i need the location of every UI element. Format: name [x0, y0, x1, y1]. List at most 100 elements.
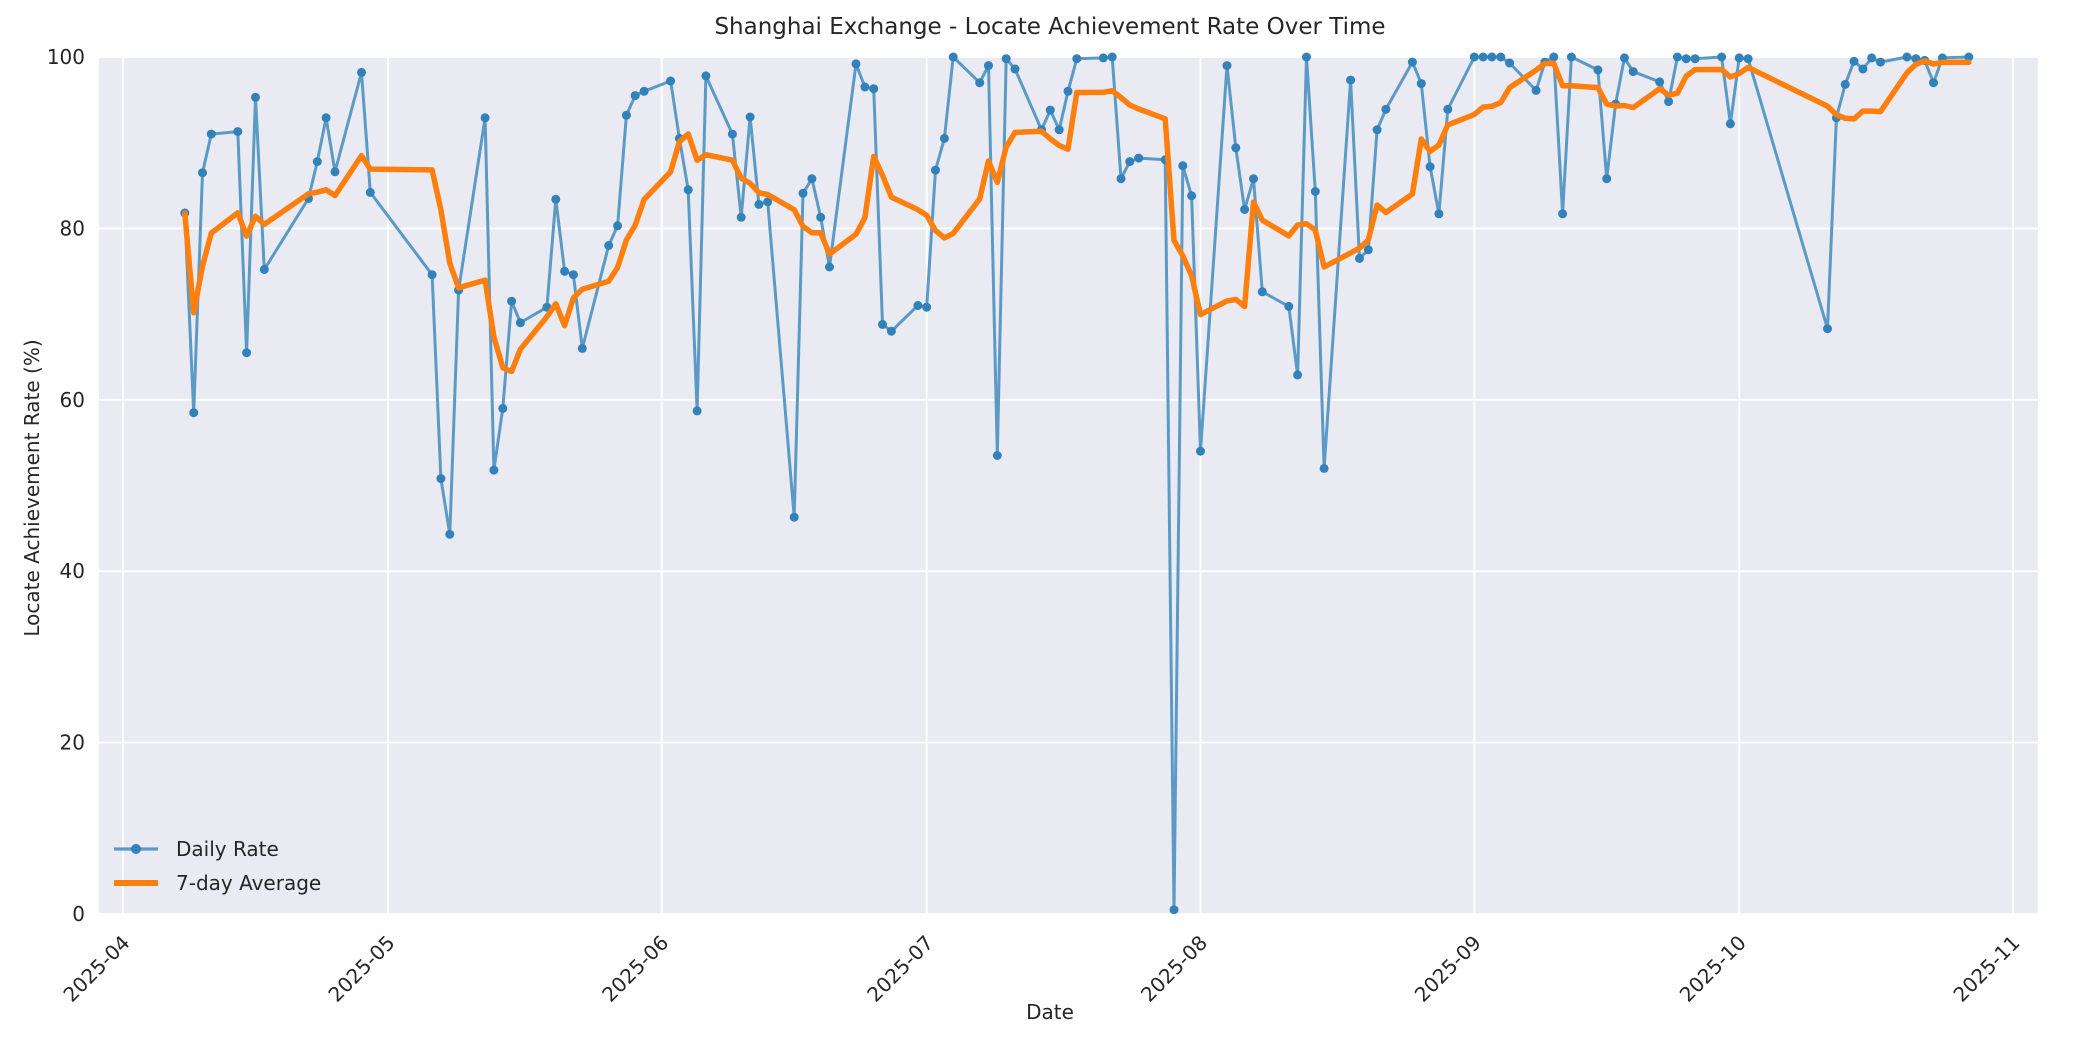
average-line-icon: [114, 880, 158, 886]
data-point-marker: [1549, 52, 1559, 62]
legend-item-7day-average: 7-day Average: [112, 870, 321, 896]
data-point-marker: [189, 408, 199, 418]
data-point-marker: [1134, 153, 1144, 163]
data-point-marker: [1187, 191, 1197, 201]
data-point-marker: [975, 78, 985, 88]
seven-day-average-line: [182, 58, 1972, 375]
x-tick-label: 2025-09: [1410, 931, 1486, 1007]
data-point-marker: [948, 52, 958, 62]
legend-label-7day-average: 7-day Average: [176, 871, 322, 895]
daily-rate-markers: [180, 52, 1974, 915]
x-tick-label: 2025-05: [323, 931, 399, 1007]
data-point-marker: [1531, 85, 1541, 95]
data-point-marker: [1125, 157, 1135, 167]
chart-legend: Daily Rate 7-day Average: [112, 836, 321, 896]
data-point-marker: [860, 82, 870, 92]
gridlines: [99, 56, 2038, 915]
data-point-marker: [807, 174, 817, 184]
y-tick-label: 100: [47, 45, 85, 69]
data-point-marker: [922, 302, 932, 312]
data-point-marker: [1407, 57, 1417, 67]
data-point-marker: [621, 110, 631, 120]
y-tick-label: 40: [60, 559, 85, 583]
data-point-marker: [1840, 79, 1850, 89]
data-point-marker: [1284, 301, 1294, 311]
data-point-marker: [1302, 52, 1311, 62]
data-point-marker: [878, 319, 887, 329]
data-point-marker: [1655, 77, 1665, 87]
data-point-marker: [683, 185, 693, 195]
data-point-marker: [1231, 143, 1241, 153]
data-point-marker: [251, 92, 260, 102]
data-point-marker: [1566, 52, 1576, 62]
data-point-marker: [1063, 86, 1073, 96]
y-tick-label: 0: [72, 902, 85, 926]
data-point-marker: [198, 168, 207, 178]
data-point-marker: [515, 318, 525, 328]
data-point-marker: [1045, 105, 1055, 115]
data-point-marker: [259, 265, 269, 274]
data-point-marker: [1425, 162, 1435, 172]
data-point-marker: [1381, 104, 1391, 114]
data-point-marker: [1593, 65, 1603, 75]
data-point-marker: [939, 133, 949, 143]
data-point-marker: [365, 187, 375, 197]
data-point-marker: [507, 296, 517, 306]
data-point-marker: [798, 188, 808, 198]
chart-title: Shanghai Exchange - Locate Achievement R…: [714, 14, 1386, 40]
data-point-marker: [1690, 54, 1700, 64]
data-point-marker: [763, 197, 773, 207]
data-point-marker: [1196, 446, 1205, 456]
x-tick-label: 2025-07: [862, 931, 938, 1007]
data-point-marker: [1619, 53, 1629, 63]
data-point-marker: [1116, 174, 1126, 184]
data-point-marker: [1478, 52, 1488, 62]
data-point-marker: [666, 76, 676, 86]
data-point-marker: [577, 343, 587, 353]
legend-label-daily-rate: Daily Rate: [176, 837, 279, 861]
data-point-marker: [816, 212, 826, 222]
data-point-marker: [913, 301, 923, 310]
data-point-marker: [1858, 64, 1868, 74]
y-tick-label: 60: [60, 388, 85, 412]
data-point-marker: [1249, 174, 1258, 184]
data-point-marker: [727, 129, 737, 139]
data-point-marker: [1902, 52, 1912, 62]
data-point-marker: [984, 61, 993, 71]
data-point-marker: [312, 157, 322, 167]
legend-item-daily-rate: Daily Rate: [112, 836, 321, 862]
data-point-marker: [330, 167, 340, 177]
x-tick-label: 2025-06: [597, 931, 673, 1007]
data-point-marker: [1505, 58, 1515, 68]
data-point-marker: [613, 221, 623, 231]
data-point-marker: [489, 465, 499, 475]
data-point-marker: [1222, 61, 1232, 71]
data-point-marker: [357, 67, 366, 77]
data-point-marker: [498, 403, 508, 413]
data-point-marker: [1416, 79, 1426, 89]
data-point-marker: [1469, 52, 1479, 62]
daily-rate-line-icon: [114, 844, 158, 854]
data-point-marker: [1310, 187, 1320, 196]
data-point-marker: [931, 165, 940, 175]
data-point-marker: [1240, 205, 1250, 214]
data-point-marker: [1849, 56, 1859, 66]
data-point-marker: [992, 451, 1002, 460]
data-point-marker: [1558, 209, 1568, 219]
data-point-marker: [1672, 52, 1682, 62]
x-tick-label: 2025-04: [58, 931, 134, 1007]
data-point-marker: [1434, 209, 1444, 219]
x-axis-label: Date: [1026, 1000, 1074, 1024]
data-point-marker: [1372, 125, 1382, 135]
data-point-marker: [701, 71, 711, 81]
data-point-marker: [1628, 67, 1638, 77]
x-tick-label: 2025-11: [1948, 931, 2024, 1007]
plot-area: [99, 57, 2038, 914]
data-point-marker: [1496, 52, 1506, 62]
data-point-marker: [1823, 324, 1832, 334]
data-point-marker: [1319, 463, 1329, 473]
data-point-marker: [1602, 174, 1612, 184]
data-point-marker: [233, 127, 243, 137]
data-point-marker: [745, 112, 755, 122]
